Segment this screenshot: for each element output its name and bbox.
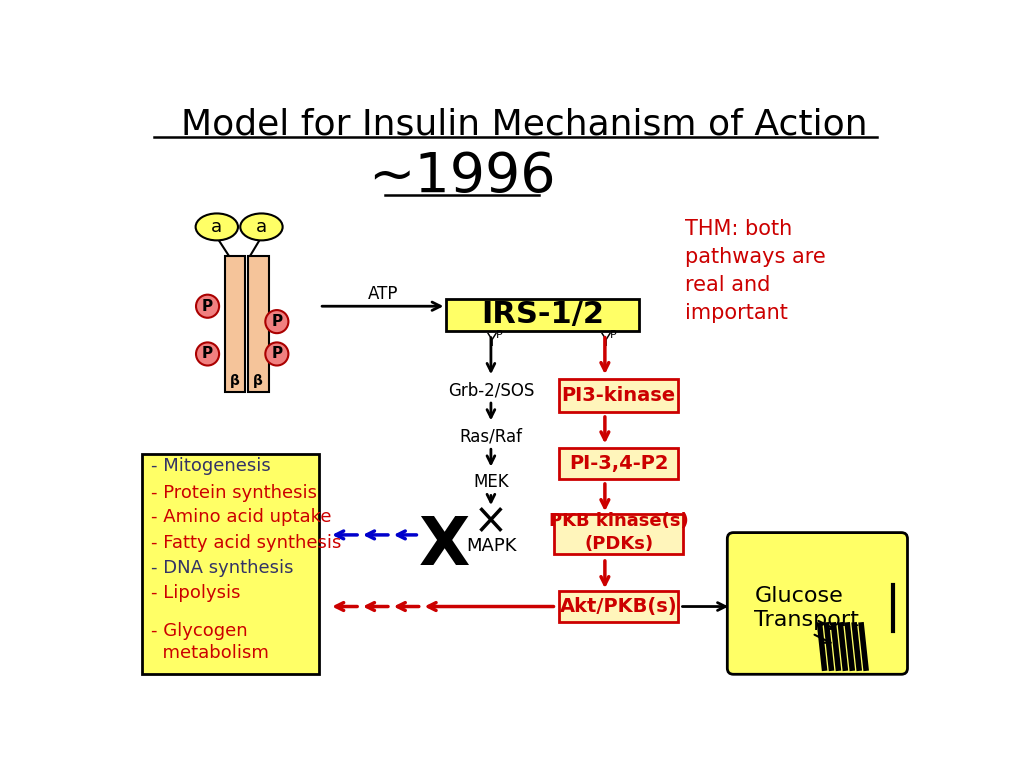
Circle shape: [265, 343, 289, 366]
Circle shape: [196, 295, 219, 318]
Bar: [554, 514, 683, 554]
Bar: [142, 454, 319, 674]
Bar: [559, 379, 678, 412]
Text: P: P: [271, 346, 283, 362]
Text: - Glycogen
  metabolism: - Glycogen metabolism: [152, 622, 269, 662]
Text: - Fatty acid synthesis: - Fatty acid synthesis: [152, 534, 342, 551]
Text: P: P: [202, 299, 213, 313]
Text: ~1996: ~1996: [368, 150, 555, 204]
Text: a: a: [256, 218, 267, 236]
Bar: [224, 257, 246, 392]
Ellipse shape: [241, 214, 283, 240]
Text: Y: Y: [486, 332, 497, 350]
Text: P: P: [271, 314, 283, 329]
Text: - Lipolysis: - Lipolysis: [152, 584, 241, 601]
FancyBboxPatch shape: [727, 532, 907, 674]
Bar: [559, 591, 678, 622]
Text: PKB kinase(s)
(PDKs): PKB kinase(s) (PDKs): [549, 512, 688, 553]
Text: P: P: [609, 330, 616, 340]
Text: IRS-1/2: IRS-1/2: [481, 300, 604, 329]
Text: P: P: [202, 346, 213, 362]
Bar: [249, 257, 269, 392]
Text: - Mitogenesis: - Mitogenesis: [152, 457, 271, 475]
Text: ATP: ATP: [368, 285, 398, 303]
Text: β: β: [229, 374, 240, 388]
Text: - DNA synthesis: - DNA synthesis: [152, 559, 294, 577]
Text: Ras/Raf: Ras/Raf: [460, 427, 522, 445]
Text: Glucose
Transport: Glucose Transport: [755, 586, 859, 631]
Text: MAPK: MAPK: [466, 538, 517, 555]
Text: Model for Insulin Mechanism of Action: Model for Insulin Mechanism of Action: [181, 108, 868, 141]
Circle shape: [265, 310, 289, 333]
Text: - Amino acid uptake: - Amino acid uptake: [152, 508, 332, 526]
Text: MEK: MEK: [473, 473, 509, 491]
Text: β: β: [253, 374, 262, 388]
Text: - Protein synthesis: - Protein synthesis: [152, 484, 317, 502]
Text: THM: both
pathways are
real and
important: THM: both pathways are real and importan…: [685, 219, 825, 323]
Text: Grb-2/SOS: Grb-2/SOS: [447, 382, 535, 400]
Text: P: P: [496, 330, 503, 340]
Bar: [559, 448, 678, 478]
Text: PI-3,4-P2: PI-3,4-P2: [569, 454, 669, 473]
Circle shape: [196, 343, 219, 366]
Ellipse shape: [196, 214, 238, 240]
Text: X: X: [419, 514, 470, 580]
Text: a: a: [211, 218, 222, 236]
Text: Akt/PKB(s): Akt/PKB(s): [560, 597, 678, 616]
Text: PI3-kinase: PI3-kinase: [562, 386, 676, 405]
Text: Y: Y: [600, 332, 610, 350]
Bar: [446, 299, 639, 331]
